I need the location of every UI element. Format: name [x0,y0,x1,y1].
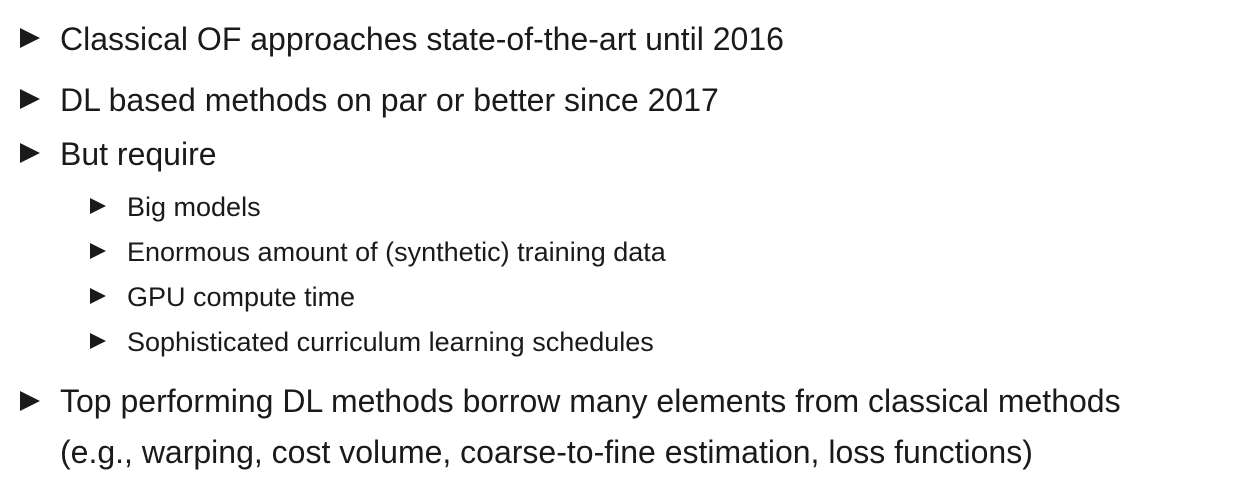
triangle-right-icon [90,198,106,214]
triangle-right-icon [20,391,40,411]
triangle-right-icon [20,143,40,163]
triangle-right-icon [90,243,106,259]
bullet-text: Classical OF approaches state-of-the-art… [60,21,784,57]
triangle-right-icon [90,333,106,349]
sub-bullet-text: Sophisticated curriculum learning schedu… [127,327,654,357]
bullet-text-continuation: (e.g., warping, cost volume, coarse-to-f… [60,434,1033,470]
bullet-text: DL based methods on par or better since … [60,82,719,118]
sub-bullet-text: Big models [127,192,261,222]
triangle-right-icon [20,28,40,48]
sub-bullet-text: Enormous amount of (synthetic) training … [127,237,666,267]
bullet-text: But require [60,136,217,172]
triangle-right-icon [90,288,106,304]
triangle-right-icon [20,89,40,109]
bullet-text: Top performing DL methods borrow many el… [60,383,1121,419]
sub-bullet-text: GPU compute time [127,282,356,312]
